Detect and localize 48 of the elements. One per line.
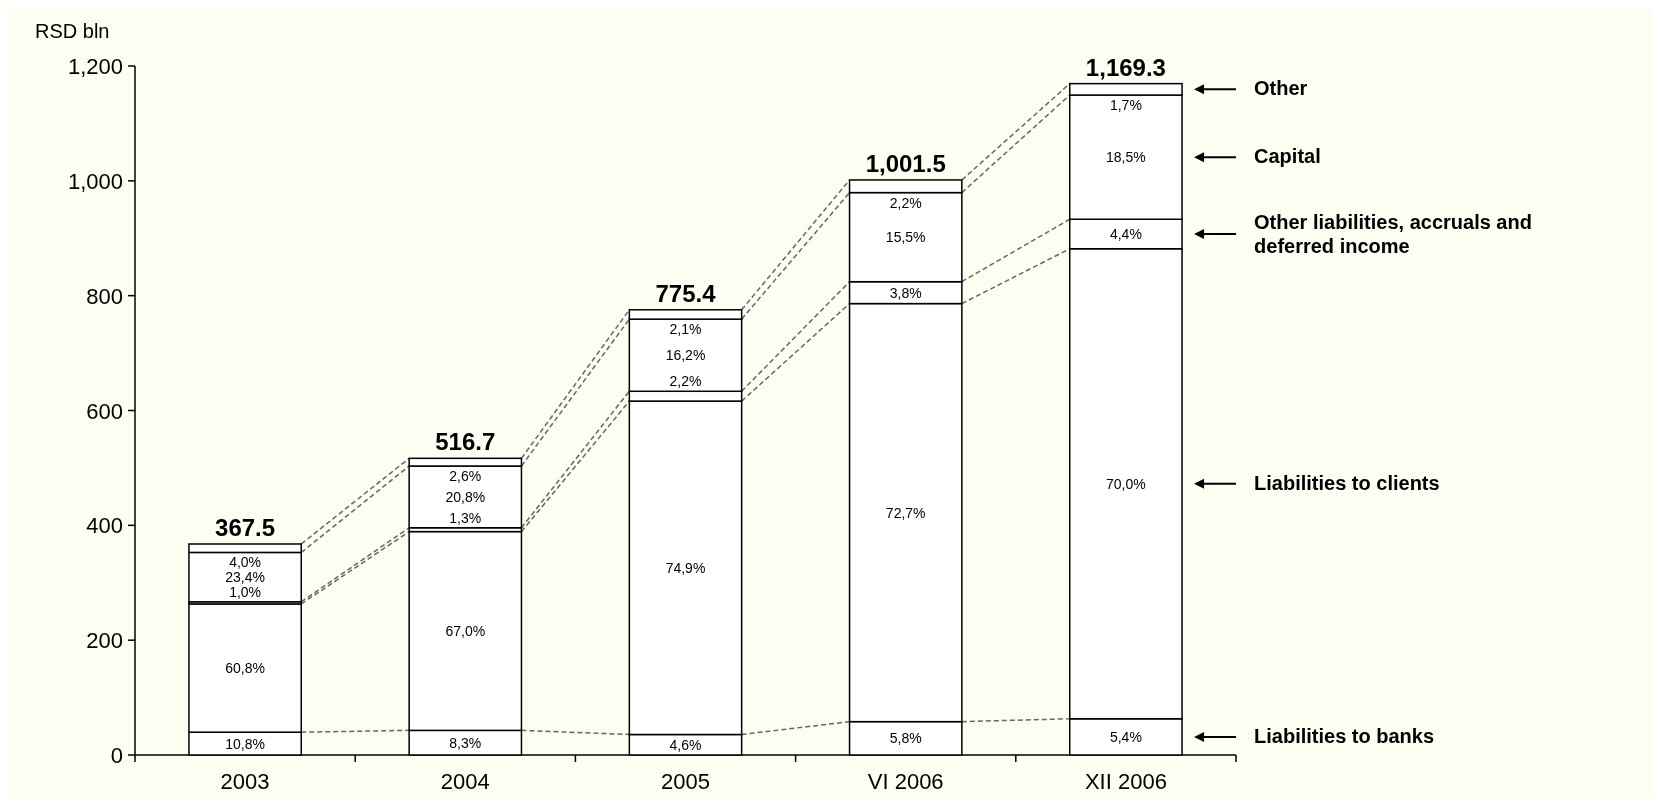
y-tick-label: 600 bbox=[86, 398, 123, 424]
annotation: 2,1% bbox=[669, 321, 702, 338]
annotation: 2,6% bbox=[449, 468, 482, 485]
y-tick-label: 0 bbox=[110, 743, 123, 768]
annotation: 1,3% bbox=[449, 509, 482, 526]
legend-label: Other bbox=[1254, 77, 1308, 100]
annotation: 72,7% bbox=[885, 504, 926, 521]
total-label: 1,169.3 bbox=[1085, 53, 1166, 81]
total-label: 1,001.5 bbox=[865, 149, 946, 177]
y-tick-label: 1,000 bbox=[67, 168, 123, 194]
annotation: 18,5% bbox=[1106, 149, 1146, 166]
annotation: 67,0% bbox=[445, 622, 486, 639]
x-tick-label: XII 2006 bbox=[1084, 769, 1167, 794]
y-tick-label: 200 bbox=[86, 628, 123, 654]
annotation: 2,2% bbox=[889, 194, 922, 211]
annotation: 20,8% bbox=[445, 488, 486, 505]
annotation: 4,6% bbox=[669, 736, 702, 753]
annotation: 1,7% bbox=[1109, 97, 1142, 114]
total-label: 775.4 bbox=[655, 279, 717, 307]
legend-label: Liabilities to banks bbox=[1254, 724, 1435, 747]
annotation: 70,0% bbox=[1106, 475, 1146, 492]
x-tick-label: VI 2006 bbox=[867, 769, 944, 794]
legend-label: Capital bbox=[1254, 145, 1321, 168]
y-axis-title: RSD bln bbox=[35, 20, 110, 42]
y-tick-label: 1,200 bbox=[67, 54, 123, 79]
annotation: 3,8% bbox=[889, 284, 922, 301]
annotation: 74,9% bbox=[665, 559, 706, 576]
annotation: 4,0% bbox=[229, 554, 262, 571]
annotation: 1,0% bbox=[229, 583, 262, 600]
annotation: 16,2% bbox=[665, 347, 706, 364]
annotation: 15,5% bbox=[885, 229, 926, 246]
total-label: 516.7 bbox=[435, 428, 496, 456]
annotation: 60,8% bbox=[225, 660, 265, 677]
legend-label: Liabilities to clients bbox=[1254, 471, 1440, 494]
y-tick-label: 800 bbox=[86, 283, 123, 309]
annotation: 8,3% bbox=[449, 734, 482, 751]
annotation: 10,8% bbox=[225, 735, 265, 752]
x-tick-label: 2004 bbox=[440, 769, 490, 794]
legend-label: Other liabilities, accruals and deferred income bbox=[1254, 211, 1532, 257]
y-tick-label: 400 bbox=[86, 513, 123, 539]
annotation: 2,2% bbox=[669, 373, 702, 390]
x-tick-label: 2003 bbox=[220, 769, 270, 794]
annotation: 5,4% bbox=[1109, 728, 1142, 745]
x-tick-label: 2005 bbox=[661, 769, 710, 794]
annotation: 4,4% bbox=[1109, 226, 1142, 242]
total-label: 367.5 bbox=[215, 513, 276, 541]
annotation: 23,4% bbox=[225, 569, 265, 586]
annotation: 5,8% bbox=[889, 730, 922, 747]
